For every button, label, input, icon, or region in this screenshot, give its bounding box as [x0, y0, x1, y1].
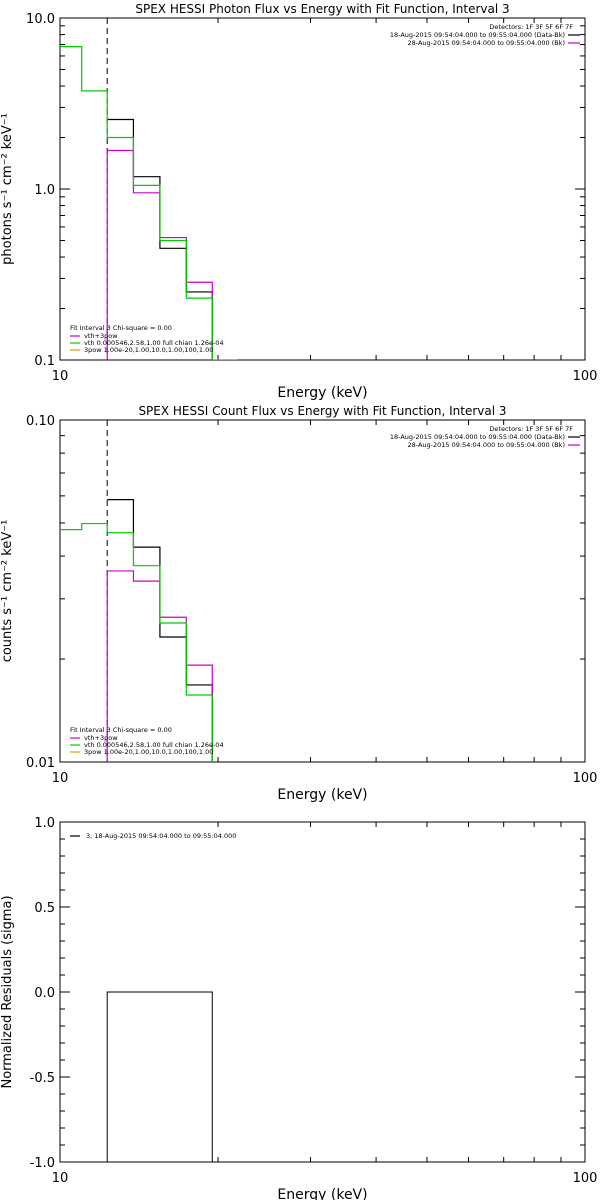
legend-entry: 3pow 1.00e-20,1.00,10.0,1.00,100,1.00 — [84, 346, 213, 354]
legend-entry: 28-Aug-2015 09:54:04.000 to 09:55:04.000… — [408, 441, 565, 449]
x-axis-label: Energy (keV) — [277, 1187, 367, 1200]
y-tick-label: 0.5 — [34, 901, 55, 916]
y-axis-label: counts s⁻¹ cm⁻² keV⁻¹ — [0, 520, 15, 663]
y-axis-label: photons s⁻¹ cm⁻² keV⁻¹ — [0, 113, 15, 265]
x-tick-label: 100 — [573, 369, 598, 384]
plot-frame — [59, 419, 586, 763]
y-axis-label: Normalized Residuals (sigma) — [0, 895, 15, 1088]
plot-frame — [59, 17, 586, 361]
y-tick-label: 10.0 — [26, 12, 55, 27]
chart-panel-1: SPEX HESSI Photon Flux vs Energy with Fi… — [0, 2, 597, 401]
chart-panel-3: 10 100 Energy (keV) -1.0 -0.5 0.0 0.5 1.0 Normal… — [0, 816, 597, 1200]
y-tick-label: 1.0 — [34, 183, 55, 198]
y-tick-label: 0.10 — [26, 414, 55, 429]
legend-entry: vth 0.000546,2.58,1.00 full chian 1.26e-… — [84, 339, 224, 347]
x-tick-label: 10 — [52, 771, 69, 786]
legend-detectors: Detectors: 1F 3F 5F 6F 7F — [489, 23, 573, 31]
spectrum-series-3 — [60, 522, 213, 762]
legend-entry: 3, 18-Aug-2015 09:54:04.000 to 09:55:04.… — [86, 832, 236, 840]
x-tick-label: 10 — [52, 1171, 69, 1186]
chart-panel-2: SPEX HESSI Count Flux vs Energy with Fit… — [0, 404, 597, 803]
legend-entry: vth+3pow — [84, 332, 118, 340]
x-axis-label: Energy (keV) — [277, 385, 367, 401]
spectrum-series-3 — [60, 46, 238, 360]
y-tick-label: 0.0 — [34, 986, 55, 1001]
y-tick-label: -0.5 — [30, 1071, 55, 1086]
legend-entry: vth+3pow — [84, 734, 118, 742]
legend-entry: 3pow 1.00e-20,1.00,10.0,1.00,100,1.00 — [84, 748, 213, 756]
x-axis-label: Energy (keV) — [277, 787, 367, 803]
y-tick-label: 0.1 — [34, 354, 55, 369]
legend-detectors: Detectors: 1F 3F 5F 6F 7F — [489, 425, 573, 433]
x-tick-label: 100 — [573, 771, 598, 786]
x-tick-label: 100 — [573, 1171, 598, 1186]
y-tick-label: 1.0 — [34, 816, 55, 831]
legend-entry: 28-Aug-2015 09:54:04.000 to 09:55:04.000… — [408, 39, 565, 47]
spectrum-series-1 — [107, 499, 213, 762]
chart-title: SPEX HESSI Photon Flux vs Energy with Fi… — [135, 2, 509, 16]
plot-area — [60, 420, 213, 762]
chart-title: SPEX HESSI Count Flux vs Energy with Fit… — [138, 404, 506, 418]
legend-fit-header: Fit Interval 3 Chi-square = 0.00 — [70, 324, 172, 332]
legend-entry: 18-Aug-2015 09:54:04.000 to 09:55:04.000… — [390, 433, 565, 441]
residual-bin — [106, 991, 213, 1162]
legend-fit-header: Fit Interval 3 Chi-square = 0.00 — [70, 726, 172, 734]
plot-area — [106, 991, 213, 1162]
y-tick-label: 0.01 — [26, 756, 55, 771]
plot-area — [60, 18, 238, 360]
legend-entry: vth 0.000546,2.58,1.00 full chian 1.26e-… — [84, 741, 224, 749]
legend-entry: 18-Aug-2015 09:54:04.000 to 09:55:04.000… — [390, 31, 565, 39]
y-tick-label: -1.0 — [30, 1156, 55, 1171]
x-tick-label: 10 — [52, 369, 69, 384]
